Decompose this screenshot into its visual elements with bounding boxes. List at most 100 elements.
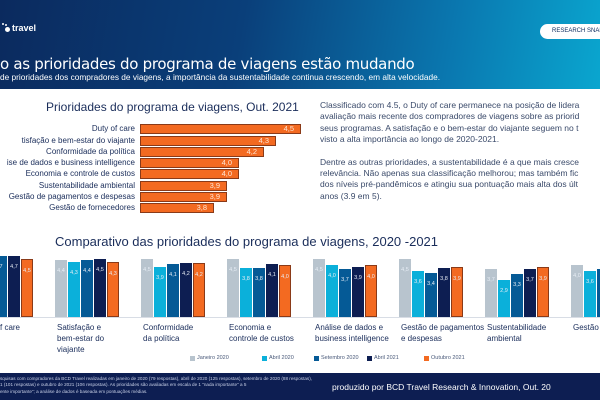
- comparison-bar: 4,3: [107, 262, 119, 317]
- priority-bar: 4,0: [140, 169, 239, 179]
- legend-swatch: [262, 355, 267, 361]
- research-snaps-badge: RESEARCH SNAPS: [540, 24, 600, 39]
- chart2-baseline: [0, 317, 600, 318]
- category-label-line: controle de custos: [229, 334, 294, 343]
- category-label: Análise de dados e business intelligence: [315, 322, 389, 344]
- priority-bar: 4,3: [140, 136, 276, 146]
- category-label-line: Análise de dados e: [315, 323, 384, 332]
- priority-row: Gestão de pagamentos e despesas 3,9: [0, 192, 310, 202]
- comparison-bar: 4,1: [167, 264, 179, 317]
- category-label-line: business intelligence: [315, 334, 389, 343]
- priority-bar: 3,8: [140, 203, 214, 213]
- priority-bar: 3,9: [140, 192, 227, 202]
- comparison-bar: 3,3: [511, 274, 523, 317]
- priority-bar: 4,5: [140, 124, 301, 134]
- comparison-bar: 3,9: [537, 267, 549, 317]
- comparison-bar: 3,6: [584, 271, 596, 317]
- priority-label: tisfação e bem-estar do viajante: [21, 136, 135, 145]
- comparison-bar: 3,7: [339, 269, 351, 317]
- comparison-bar: 4,4: [81, 260, 93, 317]
- comparison-bar: 4,3: [68, 262, 80, 317]
- priority-label: Gestão de fornecedores: [49, 203, 135, 212]
- page-title: o as prioridades do programa de viagens …: [0, 55, 415, 73]
- category-label-line: Economia e: [229, 323, 272, 332]
- paragraph-2: Dentre as outras prioridades, a sustenta…: [320, 156, 579, 201]
- category-label: Gestão de fo: [573, 322, 600, 333]
- comparison-bar: 4,5: [94, 259, 106, 317]
- category-label: f care: [0, 322, 20, 333]
- priority-bar: 4,0: [140, 158, 239, 168]
- legend-label: Abril 2020: [269, 355, 294, 361]
- priority-bar: 4,2: [140, 147, 264, 157]
- priority-label: Duty of care: [91, 124, 135, 133]
- legend-label: Setembro 2020: [321, 355, 359, 361]
- comparison-bar: 4,5: [227, 259, 239, 317]
- category-label-line: viajante: [57, 345, 85, 354]
- paragraph-1: Classificado com 4.5, o Duty of care per…: [320, 100, 580, 145]
- category-label-line: Sustentabilidade: [487, 323, 547, 332]
- priority-label: ise de dados e business intelligence: [6, 158, 135, 167]
- comparison-bar: 4,1: [266, 264, 278, 317]
- page-subtitle: de prioridades dos compradores de viagen…: [0, 72, 441, 82]
- comparison-bar: 3,8: [438, 268, 450, 317]
- category-label: Satisfação e bem-estar do viajante: [57, 322, 104, 355]
- legend-item: Abril 2021: [367, 355, 399, 361]
- logo-text: travel: [12, 23, 37, 33]
- legend-label: Outubro 2021: [431, 355, 465, 361]
- legend-label: Janeiro 2020: [197, 355, 229, 361]
- comparison-bar: 4,4: [55, 260, 67, 317]
- category-label: Sustentabilidade ambiental: [487, 322, 546, 344]
- legend-swatch: [314, 355, 319, 361]
- footer: squisas com compradores da BCD Travel re…: [0, 373, 600, 400]
- category-label-line: bem-estar do: [57, 334, 105, 343]
- priority-row: Conformidade da política 4,2: [0, 147, 310, 157]
- legend-label: Abril 2021: [374, 355, 399, 361]
- priority-label: Gestão de pagamentos e despesas: [8, 192, 135, 201]
- priority-row: Sustentabilidade ambiental 3,9: [0, 181, 310, 191]
- comparison-bar: 4,0: [571, 265, 583, 317]
- legend-swatch: [190, 355, 195, 361]
- category-label: Conformidade da política: [143, 322, 193, 344]
- comparison-bar: 4,5: [141, 259, 153, 317]
- comparison-bar: 3,9: [154, 267, 166, 317]
- comparison-bar: 4,7: [8, 256, 20, 317]
- category-label-line: Gestão de pagamentos: [401, 323, 485, 332]
- comparison-bar: 3,9: [451, 267, 463, 317]
- comparison-bar: 3,9: [352, 267, 364, 317]
- priority-row: ise de dados e business intelligence 4,0: [0, 158, 310, 168]
- comparison-bar: 7: [0, 256, 7, 317]
- legend-item: Janeiro 2020: [190, 355, 229, 361]
- category-label-line: da política: [143, 334, 180, 343]
- category-label-line: Conformidade: [143, 323, 194, 332]
- category-label-line: ambiental: [487, 334, 522, 343]
- commentary: Classificado com 4.5, o Duty of care per…: [320, 100, 600, 213]
- comparison-bar: 3,4: [425, 273, 437, 317]
- category-label: Economia e controle de custos: [229, 322, 294, 344]
- comparison-bar: 3,6: [412, 271, 424, 317]
- priority-row: Economia e controle de custos 4,0: [0, 169, 310, 179]
- priority-bar: 3,9: [140, 181, 227, 191]
- chart1-title: Prioridades do programa de viagens, Out.…: [46, 100, 299, 114]
- comparison-bar: 4,5: [21, 259, 33, 317]
- category-label-line: Gestão de fo: [573, 323, 600, 332]
- category-label-line: Satisfação e: [57, 323, 102, 332]
- header-banner: travel RESEARCH SNAPS o as prioridades d…: [0, 0, 600, 89]
- priority-row: Gestão de fornecedores 3,8: [0, 203, 310, 213]
- comparison-bar: 2,9: [498, 280, 510, 317]
- category-label-line: e despesas: [401, 334, 442, 343]
- comparison-bar: 3,: [597, 269, 600, 317]
- legend-swatch: [424, 355, 429, 361]
- logo-dots-icon: [2, 23, 10, 33]
- legend-item: Abril 2020: [262, 355, 294, 361]
- comparison-bar: 4,5: [399, 259, 411, 317]
- footer-methodology-note: squisas com compradores da BCD Travel re…: [0, 376, 313, 394]
- comparison-bar: 4,0: [326, 265, 338, 317]
- footer-credit: produzido por BCD Travel Research & Inno…: [332, 382, 551, 392]
- priority-label: Conformidade da política: [46, 147, 135, 156]
- comparison-bar: 4,2: [180, 263, 192, 317]
- category-label: Gestão de pagamentos e despesas: [401, 322, 484, 344]
- priority-label: Economia e controle de custos: [25, 169, 135, 178]
- comparison-bar: 3,8: [240, 268, 252, 317]
- legend-swatch: [367, 355, 372, 361]
- comparison-bar: 3,7: [524, 269, 536, 317]
